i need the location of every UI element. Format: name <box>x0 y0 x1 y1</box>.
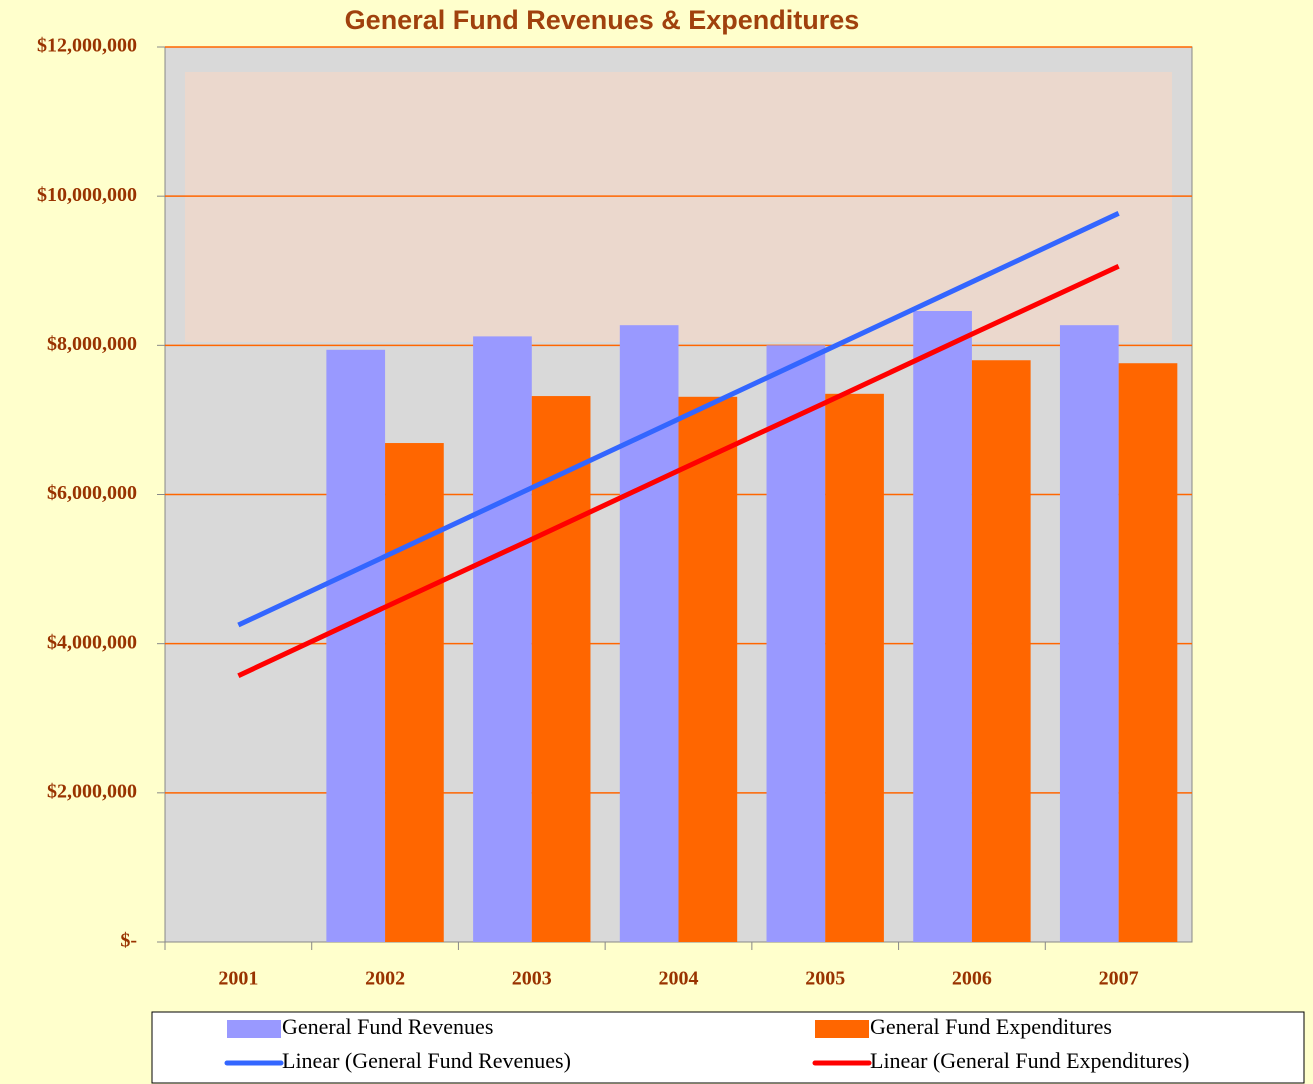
bar <box>385 443 444 942</box>
chart: General Fund Revenues & Expenditures $- $… <box>0 0 1313 1084</box>
bar <box>1119 363 1178 942</box>
bar <box>620 325 679 942</box>
x-tick-label: 2003 <box>512 968 552 990</box>
bar <box>825 394 884 942</box>
x-tick-label: 2004 <box>659 968 699 990</box>
bar <box>913 311 972 942</box>
y-tick-label: $6,000,000 <box>47 482 137 504</box>
x-tick-label: 2001 <box>218 968 258 990</box>
y-tick-label: $2,000,000 <box>47 780 137 802</box>
x-tick-label: 2007 <box>1099 968 1139 990</box>
bar <box>532 396 591 942</box>
legend-label: Linear (General Fund Revenues) <box>282 1048 571 1073</box>
legend-label: Linear (General Fund Expenditures) <box>870 1048 1190 1073</box>
y-tick-label: $12,000,000 <box>37 35 137 57</box>
bar <box>473 336 532 942</box>
legend-label: General Fund Expenditures <box>870 1014 1112 1039</box>
legend-label: General Fund Revenues <box>282 1014 493 1039</box>
bar <box>972 360 1031 942</box>
y-tick-label: $8,000,000 <box>47 333 137 355</box>
x-tick-label: 2005 <box>805 968 845 990</box>
x-tick-label: 2006 <box>952 968 992 990</box>
plot-background <box>185 72 1172 342</box>
bar <box>1060 325 1119 942</box>
x-tick-label: 2002 <box>365 968 405 990</box>
legend-swatch <box>227 1020 281 1038</box>
legend-swatch <box>815 1020 869 1038</box>
bar <box>767 345 826 942</box>
bar <box>326 350 385 942</box>
bar <box>679 397 738 942</box>
y-tick-label: $4,000,000 <box>47 631 137 653</box>
y-tick-label: $10,000,000 <box>37 184 137 206</box>
y-tick-label: $- <box>120 930 137 952</box>
chart-title: General Fund Revenues & Expenditures <box>345 5 860 35</box>
